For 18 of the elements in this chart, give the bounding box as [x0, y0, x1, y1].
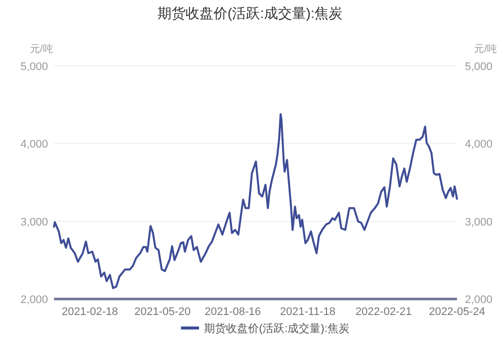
xtick: 2021-11-18 [280, 306, 336, 318]
ytick: 5,000 [20, 61, 48, 73]
ylabel: 元/吨 [30, 44, 53, 55]
title: 期货收盘价(活跃:成交量):焦炭 [157, 5, 343, 21]
y2tick: 2,000 [465, 294, 493, 306]
ytick: 2,000 [20, 294, 48, 306]
y2tick: 4,000 [465, 138, 493, 151]
xtick: 2021-08-16 [204, 306, 261, 318]
y2tick: 3,000 [465, 216, 493, 228]
y2label: 元/吨 [474, 44, 497, 55]
xtick: 2022-02-21 [355, 306, 412, 318]
xtick: 2021-05-20 [134, 306, 191, 318]
ytick: 3,000 [20, 216, 48, 228]
xtick: 2022-05-24 [428, 306, 486, 318]
y2tick: 5,000 [465, 61, 493, 73]
xtick: 2021-02-18 [62, 306, 118, 318]
legend-text: 期货收盘价(活跃:成交量):焦炭 [204, 323, 350, 335]
ytick: 4,000 [20, 138, 48, 151]
